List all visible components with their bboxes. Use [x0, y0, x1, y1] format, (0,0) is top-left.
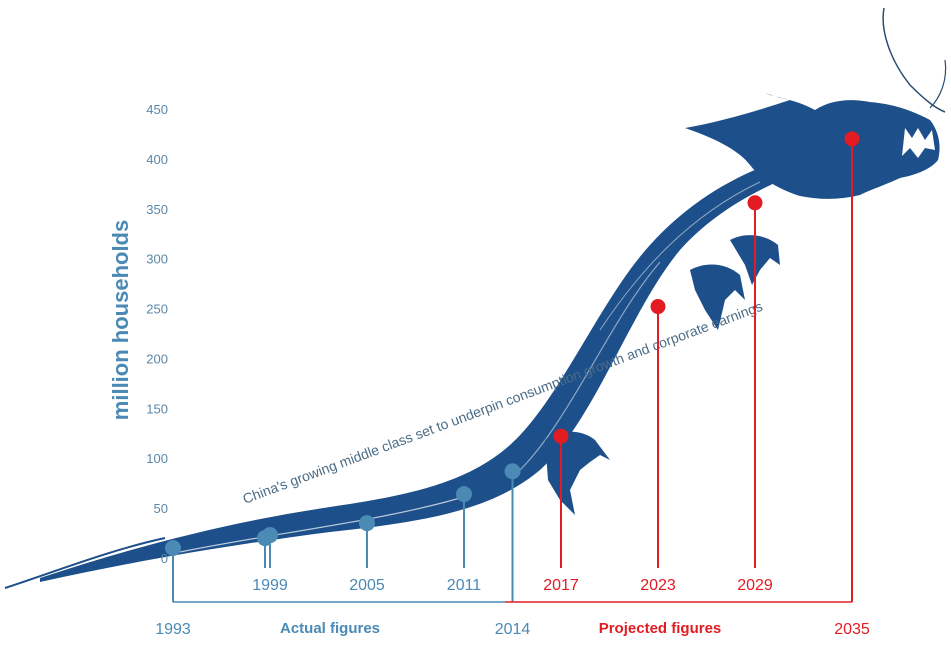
y-tick-label: 400: [146, 152, 168, 167]
year-label: 2029: [737, 577, 773, 594]
data-point-marker: [504, 463, 521, 480]
y-tick-label: 150: [146, 401, 168, 416]
actual-figures-label: Actual figures: [280, 620, 380, 637]
data-point-marker: [553, 428, 569, 444]
data-point-marker: [359, 515, 375, 532]
data-point-marker: [650, 299, 666, 315]
y-tick-label: 200: [146, 351, 168, 366]
y-tick-label: 250: [146, 302, 168, 317]
year-label: 2023: [640, 577, 676, 594]
y-axis-title: million households: [108, 220, 133, 420]
y-tick-label: 0: [161, 551, 168, 566]
year-label: 2011: [447, 577, 482, 594]
data-point-marker: [456, 486, 472, 503]
data-point-marker: [844, 131, 860, 147]
data-point-marker: [165, 540, 181, 557]
y-tick-label: 100: [146, 451, 168, 466]
year-label: 1993: [155, 621, 191, 638]
year-label: 1999: [252, 577, 288, 594]
y-tick-label: 450: [146, 102, 168, 117]
projected-figures-label: Projected figures: [599, 620, 722, 637]
year-label: 2005: [349, 577, 385, 594]
year-label: 2017: [543, 577, 579, 594]
y-tick-label: 300: [146, 252, 168, 267]
data-point-marker: [747, 195, 763, 211]
y-tick-label: 50: [154, 501, 168, 516]
dragon-illustration: [4, 7, 947, 589]
data-point-marker: [262, 527, 278, 544]
y-axis-ticks: 0 50 100 150 200 250 300 350 400 450: [146, 102, 168, 566]
year-label: 2014: [495, 621, 531, 638]
y-tick-label: 350: [146, 202, 168, 217]
year-label: 2035: [834, 621, 870, 638]
data-points: 1993 1999 2005 2011 2014 2017 2023 2029 2035: [155, 131, 870, 638]
